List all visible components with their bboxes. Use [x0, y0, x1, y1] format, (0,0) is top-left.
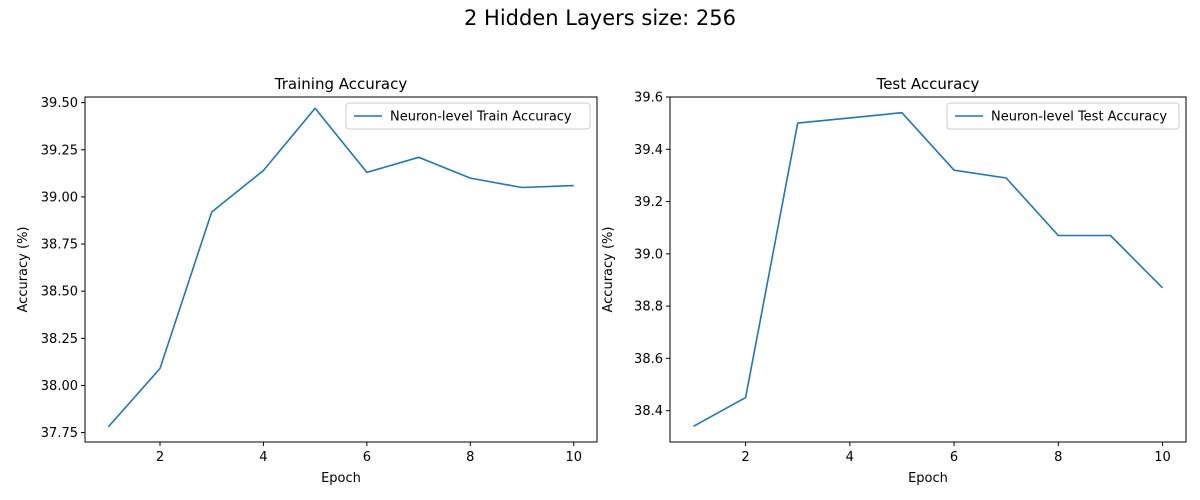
test-y-tick-label: 38.8 — [634, 300, 663, 315]
test-legend-box — [946, 102, 1180, 130]
test-y-tick-label: 39.6 — [634, 91, 663, 106]
train-y-tick-label: 38.50 — [41, 285, 78, 300]
train-x-tick-label: 4 — [259, 450, 267, 465]
train-chart-title: Training Accuracy — [274, 75, 408, 93]
test-y-tick-label: 39.2 — [634, 195, 663, 210]
train-y-tick-label: 39.50 — [41, 96, 78, 111]
test-x-tick-label: 10 — [1154, 450, 1171, 465]
test-x-axis-label: Epoch — [908, 471, 948, 486]
train-x-tick-label: 2 — [156, 450, 164, 465]
train-x-axis-label: Epoch — [321, 471, 361, 486]
test-accuracy-chart: Test Accuracy 2 4 6 8 10 38.4 38.6 38.8 39.0 39.2 3… — [601, 75, 1187, 486]
train-axes-frame — [84, 96, 598, 443]
test-x-tick-label: 2 — [741, 450, 749, 465]
train-x-tick-label: 10 — [565, 450, 582, 465]
train-x-tick-label: 6 — [363, 450, 371, 465]
training-accuracy-chart: Training Accuracy 2 4 6 8 10 37.75 38.00 38.25 38… — [16, 75, 598, 486]
test-y-axis-label: Accuracy (%) — [601, 227, 616, 313]
test-y-tick-label: 38.4 — [634, 404, 663, 419]
train-y-tick-label: 38.00 — [41, 379, 78, 394]
test-series-line — [693, 111, 1164, 428]
train-y-tick-label: 39.25 — [41, 143, 78, 158]
test-legend-label: Neuron-level Test Accuracy — [991, 110, 1167, 125]
figure-title: 2 Hidden Layers size: 256 — [464, 6, 736, 30]
train-y-tick-label: 39.00 — [41, 190, 78, 205]
train-y-tick-label: 37.75 — [41, 426, 78, 441]
train-legend-box — [345, 102, 591, 130]
test-y-tick-label: 39.4 — [634, 143, 663, 158]
train-series-line — [107, 107, 574, 428]
train-x-tick-label: 8 — [466, 450, 474, 465]
train-legend-label: Neuron-level Train Accuracy — [390, 110, 572, 125]
test-x-tick-label: 4 — [846, 450, 854, 465]
test-x-tick-label: 6 — [950, 450, 958, 465]
train-y-tick-label: 38.75 — [41, 238, 78, 253]
test-y-tick-label: 39.0 — [634, 247, 663, 262]
test-axes-frame — [669, 96, 1187, 443]
train-y-axis-label: Accuracy (%) — [16, 227, 31, 313]
test-y-tick-label: 38.6 — [634, 352, 663, 367]
train-y-tick-label: 38.25 — [41, 332, 78, 347]
test-x-tick-label: 8 — [1054, 450, 1062, 465]
test-chart-title: Test Accuracy — [876, 75, 980, 93]
